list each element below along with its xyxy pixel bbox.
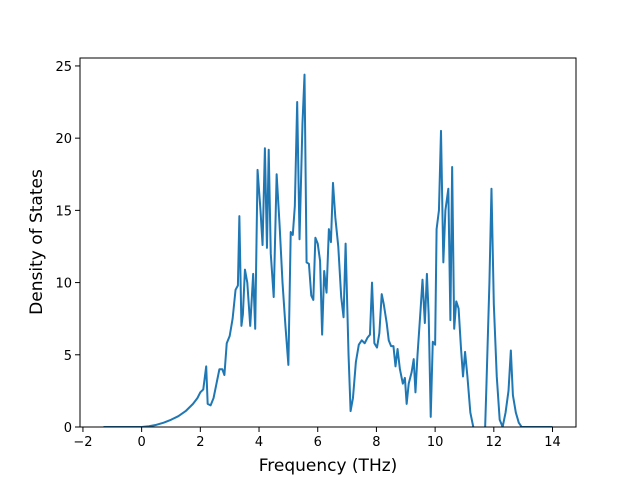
y-tick-label: 15 xyxy=(55,204,72,219)
x-tick-label: 2 xyxy=(196,435,204,450)
x-tick-label: 6 xyxy=(314,435,322,450)
x-tick-label: 4 xyxy=(255,435,263,450)
x-tick-label: 12 xyxy=(486,435,503,450)
x-tick-label: 8 xyxy=(372,435,380,450)
y-tick-label: 5 xyxy=(64,349,72,364)
x-tick-label: 0 xyxy=(137,435,145,450)
y-tick-label: 10 xyxy=(55,277,72,292)
y-tick-label: 0 xyxy=(64,421,72,436)
y-tick-label: 25 xyxy=(55,60,72,75)
data-line xyxy=(103,73,553,427)
plot-frame xyxy=(79,57,577,428)
x-tick-label: 14 xyxy=(544,435,561,450)
y-tick-label: 20 xyxy=(55,132,72,147)
y-axis-label: Density of States xyxy=(27,169,47,315)
x-axis-label: Frequency (THz) xyxy=(259,456,398,476)
x-tick-label: −2 xyxy=(73,435,92,450)
x-tick-label: 10 xyxy=(427,435,444,450)
